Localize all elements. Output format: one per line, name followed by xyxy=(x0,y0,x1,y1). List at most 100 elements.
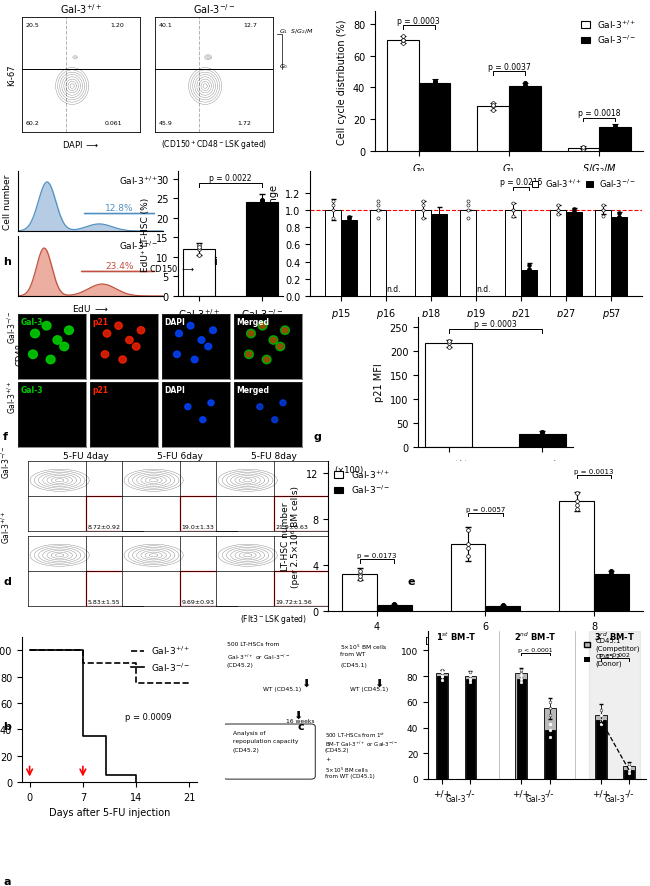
Point xyxy=(595,713,606,727)
Point xyxy=(516,666,526,680)
Circle shape xyxy=(31,330,40,338)
Text: p < 0.0001: p < 0.0001 xyxy=(518,647,553,652)
Point xyxy=(598,209,608,223)
Point xyxy=(465,676,476,690)
Text: p = 0.0037: p = 0.0037 xyxy=(488,63,530,72)
Point xyxy=(519,80,530,94)
Text: 16 weeks: 16 weeks xyxy=(287,719,315,723)
Text: (×100): (×100) xyxy=(334,466,363,475)
Point xyxy=(553,204,564,218)
Circle shape xyxy=(278,345,283,350)
Text: from WT: from WT xyxy=(340,652,366,657)
Bar xyxy=(341,221,357,297)
Point xyxy=(571,486,582,501)
Text: 1.72: 1.72 xyxy=(238,121,252,126)
Circle shape xyxy=(246,353,252,357)
Text: 500 LT-HSCs from: 500 LT-HSCs from xyxy=(227,641,280,647)
Bar xyxy=(465,679,475,779)
Text: WT (CD45.1): WT (CD45.1) xyxy=(263,687,302,691)
Text: c: c xyxy=(298,721,305,731)
Point xyxy=(545,729,555,743)
Circle shape xyxy=(264,357,269,362)
Y-axis label: Relative fold change: Relative fold change xyxy=(269,184,280,284)
Point xyxy=(194,239,204,253)
Text: DAPI: DAPI xyxy=(164,385,186,394)
Point xyxy=(465,668,476,682)
Text: 19.0±1.33: 19.0±1.33 xyxy=(182,525,215,529)
Text: Gal-3$^{-/-}$: Gal-3$^{-/-}$ xyxy=(0,445,12,478)
Text: 5×10$^5$ BM cells: 5×10$^5$ BM cells xyxy=(325,765,369,774)
Text: p = 0.0173: p = 0.0173 xyxy=(358,552,396,558)
Text: 19.72±1.56: 19.72±1.56 xyxy=(276,599,313,604)
Point xyxy=(595,717,606,731)
Bar xyxy=(415,211,431,297)
Bar xyxy=(505,211,521,297)
Text: n.d.: n.d. xyxy=(476,284,491,293)
Text: p = 0.0003: p = 0.0003 xyxy=(474,320,517,329)
Point xyxy=(465,669,476,683)
Bar xyxy=(567,149,599,152)
Bar xyxy=(599,128,630,152)
Bar xyxy=(274,496,331,532)
Text: 0.061: 0.061 xyxy=(105,121,122,126)
Circle shape xyxy=(209,328,216,334)
Point xyxy=(595,708,606,722)
Circle shape xyxy=(205,344,212,350)
Point xyxy=(571,498,582,512)
Title: 5-FU 4day: 5-FU 4day xyxy=(62,452,109,461)
Point xyxy=(463,199,473,214)
Point xyxy=(354,567,365,581)
Circle shape xyxy=(246,330,255,338)
Point xyxy=(418,195,428,209)
Text: p = 0.0003: p = 0.0003 xyxy=(397,17,440,26)
Point xyxy=(437,673,447,688)
Circle shape xyxy=(60,343,69,352)
Point xyxy=(524,263,534,277)
Point xyxy=(373,212,384,226)
Point xyxy=(598,198,608,213)
Circle shape xyxy=(42,323,51,330)
Text: p = 0.0013: p = 0.0013 xyxy=(574,468,614,474)
Text: h: h xyxy=(3,257,11,267)
Point xyxy=(610,120,620,135)
Bar xyxy=(436,673,448,779)
Point xyxy=(398,36,408,51)
Point xyxy=(430,76,440,90)
Text: 1.20: 1.20 xyxy=(111,22,124,27)
Point xyxy=(354,563,365,578)
Text: ⬇: ⬇ xyxy=(374,678,383,688)
Point xyxy=(578,144,589,158)
Point xyxy=(571,494,582,509)
Text: ⬇: ⬇ xyxy=(293,710,303,719)
Text: Gal-3: Gal-3 xyxy=(525,794,546,803)
Point xyxy=(614,214,624,228)
Text: p = 0.0057: p = 0.0057 xyxy=(466,506,505,512)
Text: (CD45.1): (CD45.1) xyxy=(340,662,367,667)
Circle shape xyxy=(125,337,133,344)
Point xyxy=(498,600,508,614)
Text: $G_1$  $S/G_2/M$: $G_1$ $S/G_2/M$ xyxy=(279,27,314,36)
Point xyxy=(516,671,526,685)
Point xyxy=(508,197,518,211)
Text: 60.2: 60.2 xyxy=(25,121,39,126)
Point xyxy=(328,212,338,226)
Bar xyxy=(595,715,606,779)
Point xyxy=(614,210,624,224)
Circle shape xyxy=(53,337,62,345)
Point xyxy=(519,82,530,97)
Point xyxy=(569,206,579,221)
Y-axis label: LT-HSC number
(per 2.5×10⁶ BM cells): LT-HSC number (per 2.5×10⁶ BM cells) xyxy=(281,486,300,587)
Point xyxy=(545,717,555,731)
Point xyxy=(488,100,499,114)
X-axis label: DAPI $\longrightarrow$: DAPI $\longrightarrow$ xyxy=(62,138,100,150)
Title: Gal-3$^{+/+}$: Gal-3$^{+/+}$ xyxy=(60,2,102,16)
Text: CD48: CD48 xyxy=(16,343,25,366)
Point xyxy=(443,340,454,354)
Text: DAPI: DAPI xyxy=(164,317,186,326)
Bar xyxy=(596,720,606,779)
Point xyxy=(398,30,408,44)
Bar xyxy=(559,501,594,611)
Circle shape xyxy=(257,404,263,410)
Point xyxy=(373,195,384,209)
Bar xyxy=(566,214,582,297)
